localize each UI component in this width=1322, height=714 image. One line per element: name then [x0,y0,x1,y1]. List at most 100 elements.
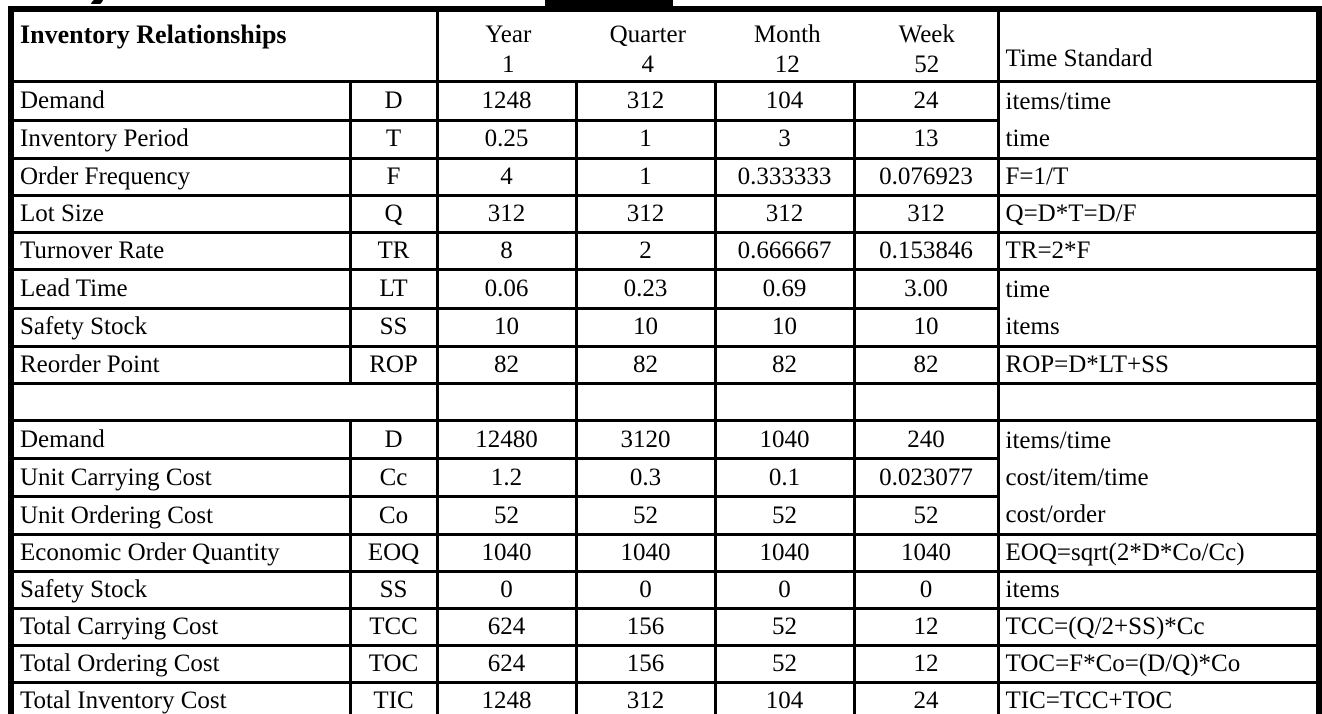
value-cell: 104 [713,80,856,122]
standard-cell: Q=D*T=D/F [996,194,1321,234]
value-cell: 24 [852,80,1000,122]
period-value-month: 12 [774,51,800,78]
value-cell: 312 [852,194,1000,234]
standard-cell: F=1/T [996,157,1321,197]
table-row: Inventory Period T 0.25 1 3 13 [9,118,1319,160]
row-symbol-cell: Q [348,194,439,234]
value-cell: 312 [574,80,717,122]
value-cell: 3 [713,118,856,160]
row-label-cell: Demand [9,419,352,460]
value-cell: 1.2 [435,457,578,498]
table-row: Lead Time LT 0.06 0.23 0.69 3.00 time it… [9,268,1321,348]
period-value-week: 52 [914,51,940,78]
standard-cell: ROP=D*LT+SS [996,345,1321,385]
value-cell: 4 [435,157,578,197]
value-cell: 1 [574,118,717,160]
value-cell: 0.69 [713,268,856,310]
period-value-year: 1 [502,51,515,78]
row-symbol-cell: EOQ [348,533,439,573]
standard-cell: items [996,570,1321,610]
blank-cell [713,382,856,422]
value-cell: 0.25 [435,118,578,160]
value-cell: 1248 [435,681,578,714]
table-row: Total Ordering Cost TOC 624 156 52 12 TO… [9,644,1321,684]
value-cell: 104 [713,681,856,714]
standard-cell: EOQ=sqrt(2*D*Co/Cc) [996,533,1321,573]
value-cell: 0 [713,570,856,610]
period-columns-header: Year Quarter Month Week 1 4 12 52 [435,7,1000,83]
value-cell: 0.23 [574,268,717,310]
row-symbol-cell: D [348,80,439,122]
value-cell: 12 [852,644,1000,684]
standard-cell: TOC=F*Co=(D/Q)*Co [996,644,1321,684]
row-label-cell: Turnover Rate [9,231,352,271]
row-label-cell: Inventory Period [9,118,352,160]
standard-cell: items/time time [996,80,1321,160]
row-symbol-cell: Co [348,495,439,536]
row-label-cell: Unit Ordering Cost [9,495,352,536]
value-cell: 1040 [713,533,856,573]
period-label-year: Year [485,21,532,48]
value-cell: 1248 [435,80,578,122]
value-cell: 0.06 [435,268,578,310]
row-symbol-cell: ROP [348,345,439,385]
standard-line: time [1005,276,1050,303]
value-cell: 0 [574,570,717,610]
table-row: Lot Size Q 312 312 312 312 Q=D*T=D/F [9,194,1321,234]
value-cell: 0 [435,570,578,610]
table-row: Economic Order Quantity EOQ 1040 1040 10… [9,533,1321,573]
header-row: Inventory Relationships Year Quarter Mon… [9,7,1321,83]
standard-line: cost/item/time [1005,464,1149,491]
inventory-relationships-table: Inventory Relationships Year Quarter Mon… [8,6,1322,714]
value-cell: 2 [574,231,717,271]
table-row: Unit Ordering Cost Co 52 52 52 52 [9,495,1319,536]
scan-artifact-underline [545,0,673,6]
table-row: Reorder Point ROP 82 82 82 82 ROP=D*LT+S… [9,345,1321,385]
value-cell: 52 [713,644,856,684]
value-cell: 312 [435,194,578,234]
period-label-week: Week [898,21,955,48]
value-cell: 0.023077 [852,457,1000,498]
row-symbol-cell: D [348,419,439,460]
table-row: Total Inventory Cost TIC 1248 312 104 24… [9,681,1321,714]
period-grid: Year Quarter Month Week 1 4 12 52 [440,12,995,79]
row-label-cell: Lead Time [9,268,352,310]
row-symbol-cell: TCC [348,607,439,647]
value-cell: 0.153846 [852,231,1000,271]
value-cell: 312 [574,194,717,234]
table-row: Total Carrying Cost TCC 624 156 52 12 TC… [9,607,1321,647]
row-label-cell: Total Inventory Cost [9,681,352,714]
row-symbol-cell: TIC [348,681,439,714]
row-symbol-cell: SS [348,306,439,348]
value-cell: 156 [574,607,717,647]
standard-cell: items/time cost/item/time cost/order [996,419,1321,536]
row-label-cell: Unit Carrying Cost [9,457,352,498]
scan-artifact-mark [90,0,104,4]
value-cell: 312 [574,681,717,714]
table-title: Inventory Relationships [9,7,439,83]
table-row: Order Frequency F 4 1 0.333333 0.076923 … [9,157,1321,197]
value-cell: 10 [435,306,578,348]
value-cell: 82 [574,345,717,385]
row-label-cell: Total Ordering Cost [9,644,352,684]
row-symbol-cell: Cc [348,457,439,498]
row-symbol-cell: TR [348,231,439,271]
blank-row [9,382,1321,422]
value-cell: 312 [713,194,856,234]
period-value-quarter: 4 [641,51,655,78]
value-cell: 13 [852,118,1000,160]
row-label-cell: Safety Stock [9,306,352,348]
value-cell: 52 [852,495,1000,536]
value-cell: 0.333333 [713,157,856,197]
row-label-cell: Order Frequency [9,157,352,197]
value-cell: 1040 [435,533,578,573]
blank-cell [852,382,1000,422]
standard-line: items [1005,313,1060,340]
blank-label-cell [9,382,439,422]
value-cell: 82 [852,345,1000,385]
row-symbol-cell: F [348,157,439,197]
value-cell: 3120 [574,419,717,460]
table-row: Safety Stock SS 0 0 0 0 items [9,570,1321,610]
blank-cell [435,382,578,422]
standard-cell: TR=2*F [996,231,1321,271]
